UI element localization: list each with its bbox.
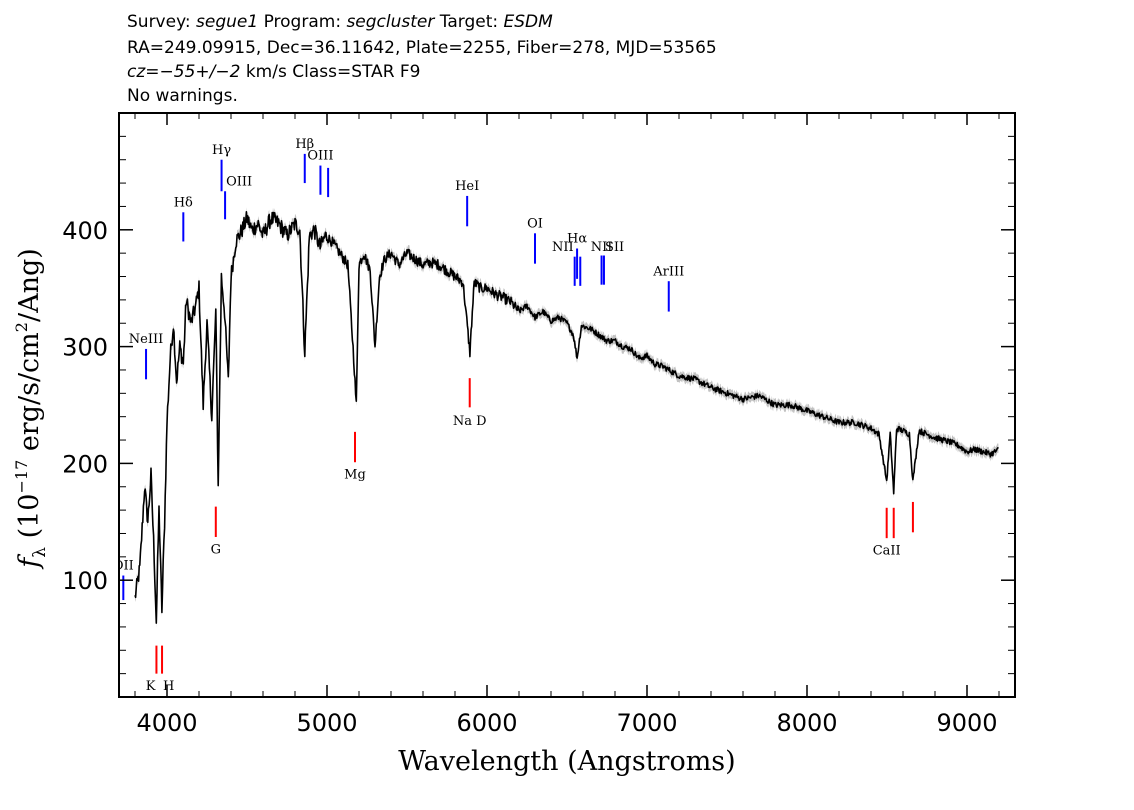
x-tick-label: 7000 (616, 709, 677, 737)
line-label: OI (527, 216, 543, 231)
line-label: NII (552, 240, 574, 255)
line-label: Hβ (295, 137, 314, 152)
plot-frame (118, 112, 1016, 698)
y-tick-label: 200 (62, 450, 108, 478)
target-label: Target: (434, 12, 504, 32)
line-label: OIII (226, 174, 252, 189)
y-tick-label: 400 (62, 217, 108, 245)
header-line-4: No warnings. (127, 86, 238, 106)
cz-units-class: km/s Class=STAR F9 (240, 62, 421, 82)
line-label: Hα (567, 232, 587, 247)
line-label: ArIII (652, 264, 684, 279)
program-value: segcluster (346, 12, 435, 32)
y-tick-label: 300 (62, 334, 108, 362)
line-label: NII (591, 240, 613, 255)
header-line-1: Survey: segue1 Program: segcluster Targe… (127, 11, 553, 33)
target-value: ESDM (503, 12, 553, 32)
line-label: H (163, 679, 174, 694)
header-line-2: RA=249.09915, Dec=36.11642, Plate=2255, … (127, 38, 717, 58)
x-tick-label: 4000 (136, 709, 197, 737)
line-label: CaII (873, 544, 901, 559)
axes-group: 4000 5000 6000 7000 8000 9000 100 200 300 400 (62, 113, 1015, 737)
line-label: K (146, 679, 156, 694)
line-label: NeIII (129, 332, 163, 347)
x-axis-title: Wavelength (Angstroms) (398, 746, 735, 777)
x-tick-label: 6000 (456, 709, 517, 737)
y-axis-title: fλ (10−17 erg/s/cm2/Ang) (12, 248, 50, 570)
spectrum-line (134, 211, 1000, 624)
survey-value: segue1 (196, 12, 259, 32)
header-line-3: cz=−55+/−2 km/s Class=STAR F9 (127, 61, 421, 83)
line-label: Na D (453, 414, 487, 429)
line-label: Mg (344, 468, 366, 483)
y-tick-label: 100 (62, 567, 108, 595)
spectrum-group (134, 207, 1000, 628)
line-label: Hδ (174, 195, 193, 210)
line-label: SII (605, 240, 624, 255)
cz-label: cz (127, 62, 146, 82)
x-tick-label: 9000 (936, 709, 997, 737)
x-tick-label: 5000 (296, 709, 357, 737)
line-label: OII (113, 559, 134, 574)
line-label: G (211, 542, 221, 557)
line-label: Hγ (212, 143, 231, 158)
spectrum-error-band (135, 207, 999, 628)
cz-value: =−55+/−2 (145, 62, 241, 82)
survey-label: Survey: (127, 12, 197, 32)
line-label: HeI (455, 179, 479, 194)
program-label: Program: (258, 12, 347, 32)
line-label: OIII (307, 149, 333, 164)
x-tick-label: 8000 (776, 709, 837, 737)
